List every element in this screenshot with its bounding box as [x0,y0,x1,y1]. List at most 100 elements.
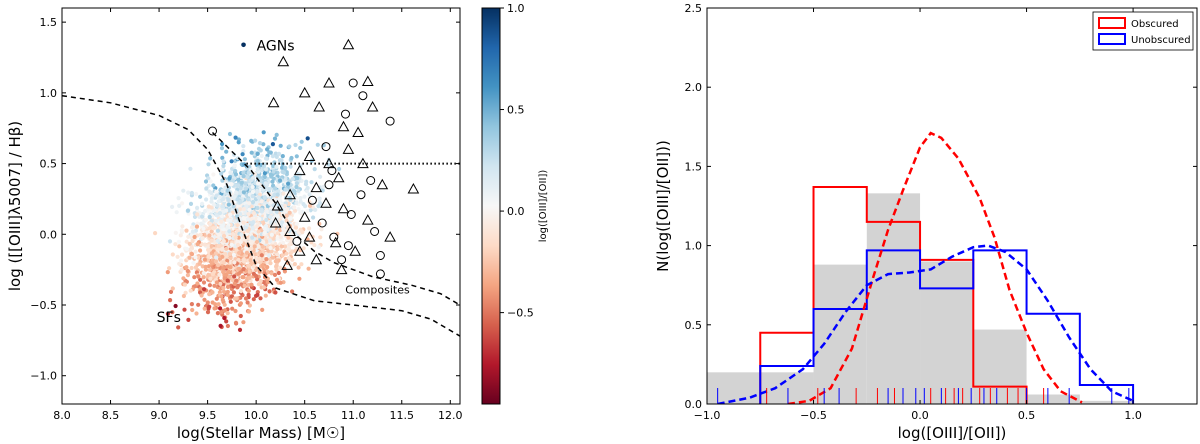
galaxy-point [251,297,256,302]
agn-triangle-marker [298,86,311,98]
galaxy-point [241,170,246,175]
scatter-x-tick-label: 9.5 [199,409,217,422]
galaxy-point [199,221,204,226]
galaxy-point [280,165,285,170]
scatter-annotations: AGNs SFs Composites [157,38,410,326]
galaxy-point [212,283,217,288]
scatter-x-tick-label: 8.0 [53,409,71,422]
galaxy-point [185,273,190,278]
galaxy-point [289,239,294,244]
galaxy-point [179,228,184,233]
galaxy-point [224,246,229,251]
agn-triangle-marker [271,199,284,211]
galaxy-point [278,235,283,240]
galaxy-point [255,205,260,211]
galaxy-point [275,231,280,236]
galaxy-point [309,180,314,185]
galaxy-point [216,199,221,204]
scatter-y-tick-label: 1.0 [40,87,58,100]
galaxy-point [202,306,207,311]
galaxy-point [214,213,219,218]
galaxy-point [203,179,209,184]
galaxy-point [229,182,234,187]
galaxy-point [241,207,246,212]
galaxy-point [258,296,263,301]
galaxy-point [250,184,255,190]
background-bar [920,261,974,404]
galaxy-point [203,264,208,269]
galaxy-point [255,167,260,172]
galaxy-point [225,323,230,329]
galaxy-point [221,159,226,164]
galaxy-point [186,190,191,195]
galaxy-point [208,221,213,226]
galaxy-point [243,186,248,191]
galaxy-point [229,159,234,164]
galaxy-point [236,271,242,276]
galaxy-point [196,274,201,279]
galaxy-point [223,251,228,256]
galaxy-point [244,174,250,179]
galaxy-point [207,292,212,297]
agn-circle-marker [292,236,302,246]
galaxy-point [296,265,301,270]
galaxy-point [237,250,242,255]
galaxy-point [313,207,318,212]
galaxy-point [232,195,237,200]
galaxy-point [239,282,244,287]
galaxy-point [213,302,218,307]
galaxy-point [217,211,223,216]
agn-triangle-marker [269,216,282,228]
galaxy-point [242,283,247,288]
galaxy-point [297,276,302,281]
galaxy-point [253,267,259,272]
galaxy-point [195,242,200,247]
boundary-lines [62,94,460,337]
histogram-y-tick-label: 2.0 [685,81,703,94]
galaxy-point [222,279,227,284]
galaxy-point [242,157,247,162]
galaxy-point [184,246,189,252]
galaxy-point [267,187,272,192]
galaxy-point [249,282,254,287]
galaxy-point [257,141,263,146]
galaxy-point [268,172,273,177]
galaxy-point [276,270,281,276]
galaxy-point [204,186,209,191]
galaxy-point [216,263,221,268]
galaxy-point [261,240,266,245]
galaxy-point [231,290,236,295]
galaxy-point [214,189,219,195]
galaxy-point [246,288,251,293]
galaxy-point [246,309,252,314]
galaxy-point [198,194,203,199]
histogram-legend: Obscured Unobscured [1092,11,1194,51]
galaxy-point [213,208,218,213]
galaxy-point [238,313,243,319]
galaxy-point [256,229,261,234]
galaxy-point [236,257,241,263]
galaxy-point [207,304,212,309]
galaxy-point [250,235,255,240]
galaxy-point [241,174,246,179]
galaxy-point [178,233,183,238]
galaxy-point [209,199,214,204]
galaxy-point [278,265,283,270]
agn-triangle-marker [366,100,379,112]
galaxy-point [286,181,291,186]
scatter-x-tick-label: 11.0 [341,409,366,422]
galaxy-point [245,217,250,222]
galaxy-point [215,311,220,316]
galaxy-point [189,265,194,271]
galaxy-point [259,153,264,159]
galaxy-point [316,204,321,209]
agn-triangle-marker [335,263,348,275]
galaxy-point [268,214,273,220]
galaxy-point [222,289,227,294]
galaxy-point [290,289,295,294]
galaxy-point [238,186,243,191]
galaxy-point [241,220,246,225]
scatter-y-tick-label: −1.0 [30,370,57,383]
galaxy-point [253,138,258,143]
galaxy-point [238,207,243,212]
